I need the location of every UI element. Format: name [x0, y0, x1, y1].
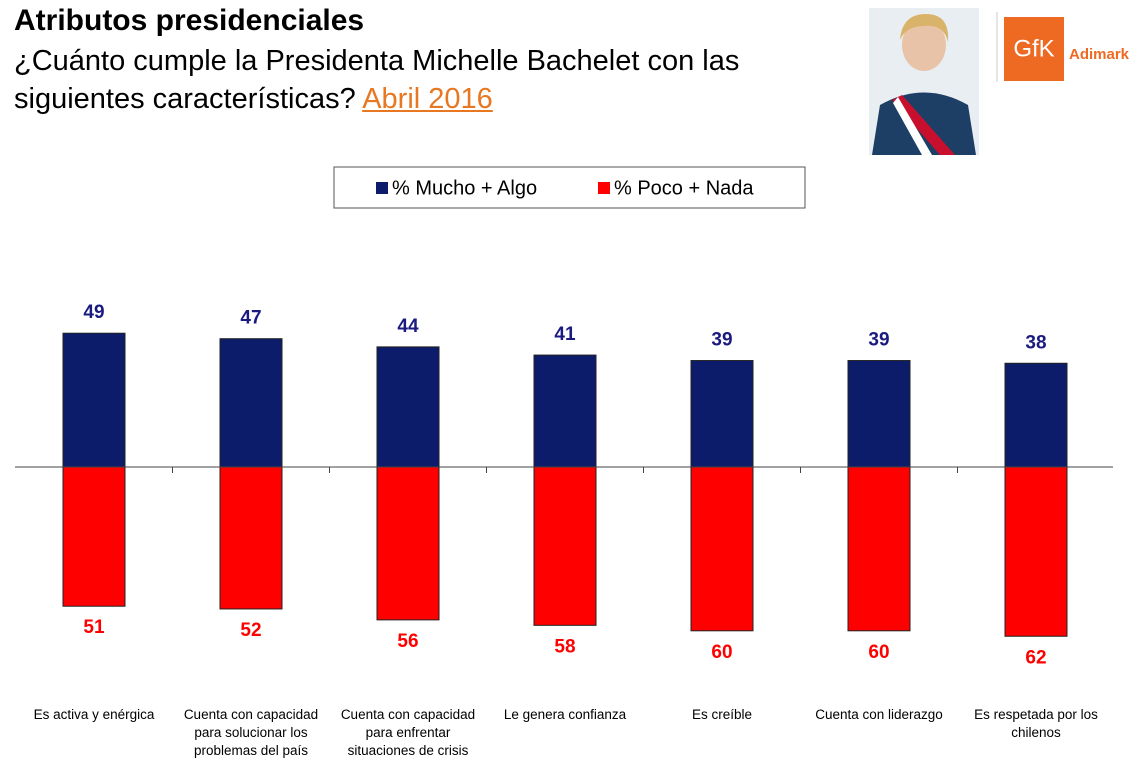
bar [219, 466, 283, 610]
value-label: 47 [240, 308, 261, 329]
bar [219, 338, 283, 468]
bar [690, 360, 754, 468]
category-label: Cuenta con capacidad para solucionar los… [183, 707, 319, 758]
category-label: Cuenta con liderazgo [815, 707, 943, 722]
legend-swatch [376, 182, 388, 194]
subtitle: ¿Cuánto cumple la Presidenta Michelle Ba… [14, 45, 740, 115]
category-label: Le genera confianza [503, 707, 627, 722]
value-label: 39 [711, 330, 732, 351]
legend-box [333, 166, 806, 209]
bar [1004, 362, 1068, 468]
value-label: 58 [554, 636, 575, 657]
legend-label: % Mucho + Algo [392, 177, 537, 199]
value-label: 56 [397, 631, 418, 652]
logo-box [1004, 17, 1064, 81]
value-label: 41 [554, 324, 576, 345]
photo [869, 8, 979, 155]
bar [690, 466, 754, 632]
legend-swatch [598, 182, 610, 194]
bar [62, 466, 126, 607]
value-label: 60 [868, 642, 889, 663]
legend-label: % Poco + Nada [614, 177, 754, 199]
bar [376, 466, 440, 621]
bar [533, 466, 597, 626]
value-label: 38 [1025, 332, 1046, 353]
title: Atributos presidenciales [14, 4, 365, 37]
category-label: Es activa y enérgica [33, 707, 155, 722]
logo-mark: GfK [1013, 35, 1054, 62]
subtitle-block: ¿Cuánto cumple la Presidenta Michelle Ba… [14, 42, 854, 118]
bar [533, 354, 597, 468]
value-label: 44 [397, 316, 419, 337]
bar [1004, 466, 1068, 637]
bar [376, 346, 440, 468]
value-label: 51 [83, 617, 105, 638]
bar [62, 332, 126, 468]
logo-name: Adimark [1069, 46, 1130, 63]
category-label: Cuenta con capacidad para enfrentar situ… [340, 707, 476, 758]
category-label: Es creíble [691, 707, 753, 722]
bar [847, 466, 911, 632]
category-label: Es respetada por los chilenos [974, 707, 1098, 740]
value-label: 49 [83, 302, 104, 323]
value-label: 52 [240, 620, 261, 641]
date: Abril 2016 [362, 83, 493, 115]
value-label: 39 [868, 330, 889, 351]
bar [847, 360, 911, 468]
value-label: 62 [1025, 647, 1046, 668]
value-label: 60 [711, 642, 732, 663]
